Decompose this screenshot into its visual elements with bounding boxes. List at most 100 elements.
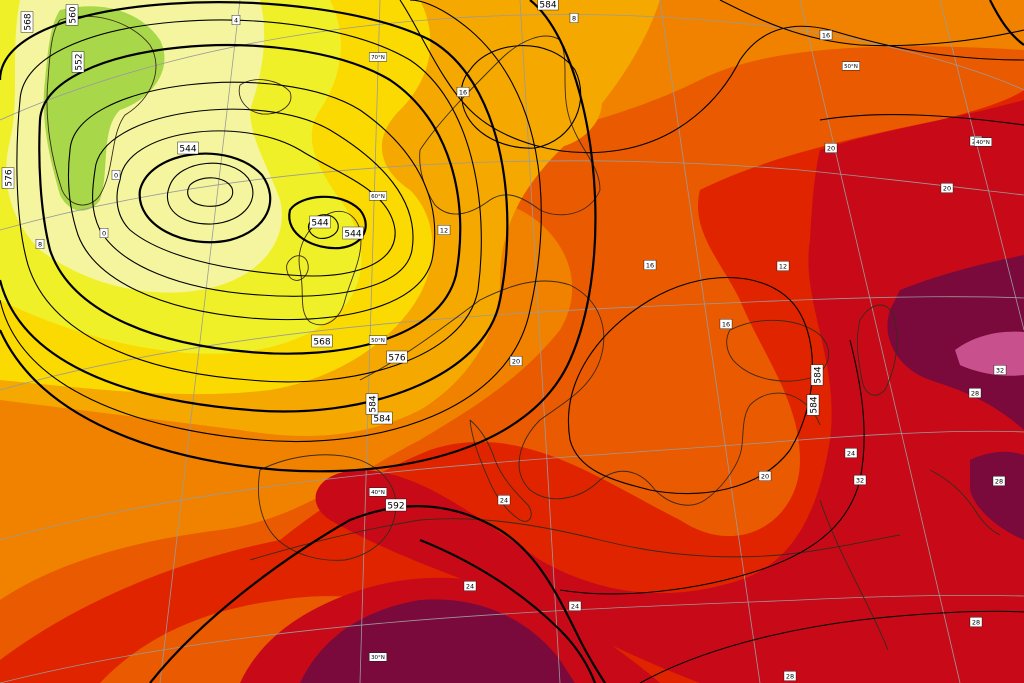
temperature-label-box — [437, 225, 451, 235]
temperature-label: 24 — [568, 601, 582, 611]
band-maroon — [300, 255, 1024, 683]
temperature-label: 24 — [497, 495, 511, 505]
temperature-label-box — [824, 143, 838, 153]
contour-560 — [67, 81, 436, 321]
contour-544-east — [288, 195, 367, 250]
temperature-label-text: 8 — [38, 240, 42, 248]
latitude-label-box — [368, 191, 388, 201]
band-pink — [955, 331, 1024, 376]
temperature-label: 8 — [569, 13, 579, 23]
temperature-label: 16 — [643, 260, 657, 270]
meridian-1 — [159, 0, 241, 683]
contour-572 — [16, 19, 482, 383]
temperature-label-text: 20 — [512, 357, 520, 365]
temperature-label: 28 — [969, 617, 983, 627]
temperature-label-text: 0 — [102, 229, 106, 237]
latitude-circle-30 — [0, 595, 1024, 683]
temperature-label: 28 — [992, 476, 1006, 486]
latitude-label-text: 40°N — [976, 140, 990, 146]
geopotential-label: 552 — [71, 51, 85, 73]
temperature-label-box — [719, 319, 733, 329]
temperature-label: 28 — [783, 671, 797, 681]
temperature-label: 28 — [968, 388, 982, 398]
latitude-label-text: 60°N — [371, 194, 385, 200]
geopotential-label-box — [1, 167, 15, 189]
band-orange-red — [0, 90, 1024, 683]
geopotential-label: 544 — [342, 226, 364, 240]
contour-low-core-1 — [187, 177, 234, 207]
latitude-label-text: 50°N — [844, 64, 858, 70]
geopotential-label-box — [385, 498, 407, 512]
geopotential-label: 544 — [309, 215, 331, 229]
iceland-coast — [238, 79, 292, 115]
geopotential-label-box — [342, 226, 364, 240]
geopotential-label-text: 576 — [388, 353, 405, 363]
temperature-label-box — [456, 87, 470, 97]
contour-584-north-ring — [460, 45, 582, 149]
temperature-label-text: 24 — [571, 602, 579, 610]
contour-568 — [38, 44, 462, 355]
greenland-coast — [46, 15, 157, 206]
geopotential-label-box — [537, 0, 559, 11]
contour-588 — [399, 0, 1024, 154]
geopotential-label-box — [365, 393, 379, 415]
latitude-label: 40°N — [973, 137, 993, 147]
temperature-label: 4 — [231, 15, 241, 25]
geopotential-label-box — [177, 141, 199, 155]
temperature-label-text: 16 — [722, 320, 730, 328]
temperature-label-box — [940, 183, 954, 193]
geopotential-label-text: 584 — [809, 396, 819, 413]
latitude-label: 50°N — [368, 335, 388, 345]
black-sea-coast — [726, 319, 830, 382]
contour-far-east — [819, 114, 1024, 126]
contour-584-main — [0, 0, 597, 473]
meridian-6 — [939, 0, 1024, 331]
geopotential-label: 584 — [371, 411, 393, 424]
temperature-label-box — [853, 475, 867, 485]
temperature-label-box — [968, 388, 982, 398]
temperature-label: 20 — [509, 356, 523, 366]
temperature-label-text: 20 — [943, 184, 951, 192]
geopotential-label-text: 568 — [23, 13, 33, 30]
geopotential-label-text: 560 — [68, 6, 78, 23]
meridian-4 — [659, 0, 761, 683]
latitude-label: 30°N — [368, 652, 388, 662]
geopotential-label-box — [71, 51, 85, 73]
geopotential-label-box — [309, 215, 331, 229]
coastlines — [46, 15, 1001, 651]
contour-north-east — [719, 0, 1024, 47]
temperature-label-box — [992, 476, 1006, 486]
temperature-label: 24 — [844, 448, 858, 458]
temperature-label-text: 24 — [466, 582, 474, 590]
temperature-label-text: 16 — [822, 31, 830, 39]
temperature-label: 12 — [776, 261, 790, 271]
contour-584-ring — [568, 277, 814, 495]
temperature-label: 20 — [824, 143, 838, 153]
temperature-label: 32 — [853, 475, 867, 485]
contour-far-south — [419, 538, 597, 683]
contour-556 — [92, 108, 414, 297]
latitude-label: 60°N — [368, 191, 388, 201]
temperature-label-box — [969, 617, 983, 627]
latitude-circle-40 — [0, 430, 1024, 541]
temperature-label: 20 — [940, 183, 954, 193]
temperature-label-text: 16 — [646, 261, 654, 269]
temperature-label-box — [111, 170, 121, 180]
geopotential-label: 584 — [537, 0, 559, 11]
geopotential-label: 560 — [65, 4, 78, 26]
geopotential-label-text: 584 — [373, 414, 390, 424]
geopotential-label-text: 544 — [179, 144, 196, 154]
scandinavia-coast — [419, 35, 601, 216]
temperature-label: 24 — [463, 581, 477, 591]
british-isles-coast — [286, 210, 362, 326]
temperature-label-box — [497, 495, 511, 505]
latitude-label-box — [368, 652, 388, 662]
geopotential-label-text: 552 — [74, 53, 84, 70]
temperature-label: 0 — [99, 228, 109, 238]
latitude-label-box — [841, 61, 861, 71]
temperature-label-text: 20 — [761, 472, 769, 480]
